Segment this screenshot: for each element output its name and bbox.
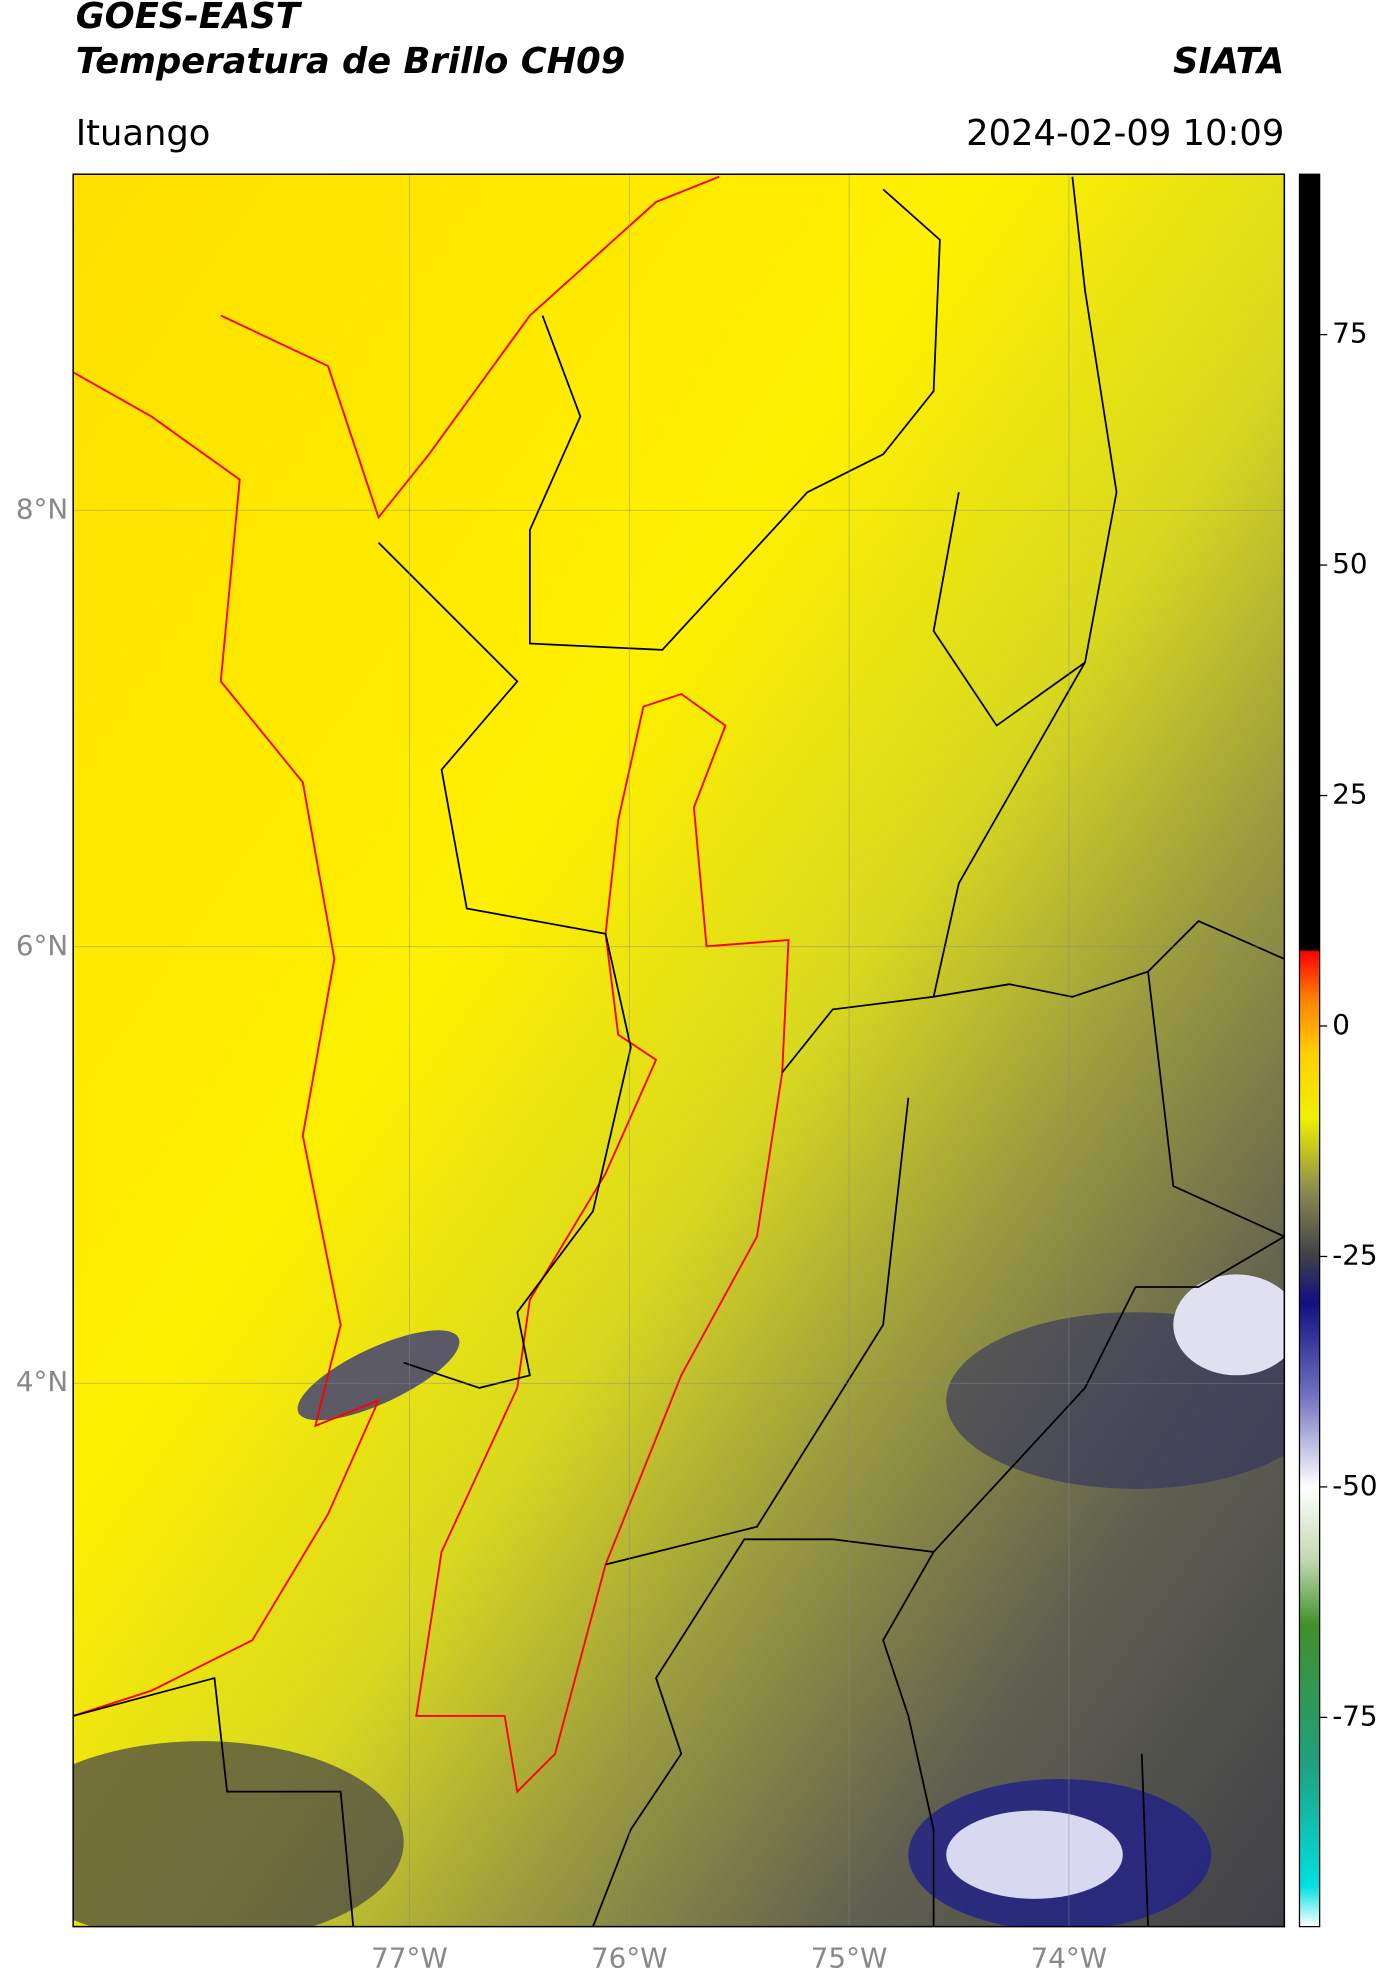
map-area <box>73 174 1285 1927</box>
x-tick-label: 77°W <box>371 1941 448 1974</box>
location: Ituango <box>76 113 211 154</box>
colorbar-tick-label: 50 <box>1332 547 1367 580</box>
basin-boundary <box>415 692 790 1794</box>
y-tick-label: 6°N <box>16 929 68 962</box>
colorbar-scale <box>1299 174 1320 1927</box>
x-tick-label: 75°W <box>811 1941 888 1974</box>
datetime: 2024-02-09 10:09 <box>966 113 1284 154</box>
colorbar-frame <box>1298 173 1321 1928</box>
temperature-field <box>73 174 1285 1927</box>
title: GOES-EAST <box>76 0 303 37</box>
map-frame <box>72 173 1286 1928</box>
colorbar: -75 -50 -25 0 25 50 75 <box>1299 174 1378 1927</box>
x-tick-label: 76°W <box>591 1941 668 1974</box>
colorbar-tick-label: -50 <box>1332 1469 1377 1502</box>
grid: 77°W 76°W 75°W 74°W 4°N 6°N 8°N <box>16 174 1285 1974</box>
y-tick-label: 8°N <box>16 492 68 525</box>
colorbar-tick-label: -25 <box>1332 1238 1377 1271</box>
coastline <box>73 371 381 1717</box>
source: SIATA <box>1173 41 1284 82</box>
admin-border <box>73 176 1285 1927</box>
cloud <box>73 1741 404 1927</box>
y-tick-label: 4°N <box>16 1365 68 1398</box>
cloud <box>1173 1274 1285 1376</box>
cloud <box>946 1810 1123 1899</box>
coastline <box>220 175 720 520</box>
subtitle: Temperatura de Brillo CH09 <box>76 41 626 82</box>
colorbar-tick-label: 25 <box>1332 778 1367 811</box>
colorbar-tick-label: 0 <box>1332 1008 1350 1041</box>
cloud <box>297 1330 460 1421</box>
colorbar-tick-label: -75 <box>1332 1699 1377 1732</box>
colorbar-tick-label: 75 <box>1332 317 1367 350</box>
x-tick-label: 74°W <box>1031 1941 1108 1974</box>
